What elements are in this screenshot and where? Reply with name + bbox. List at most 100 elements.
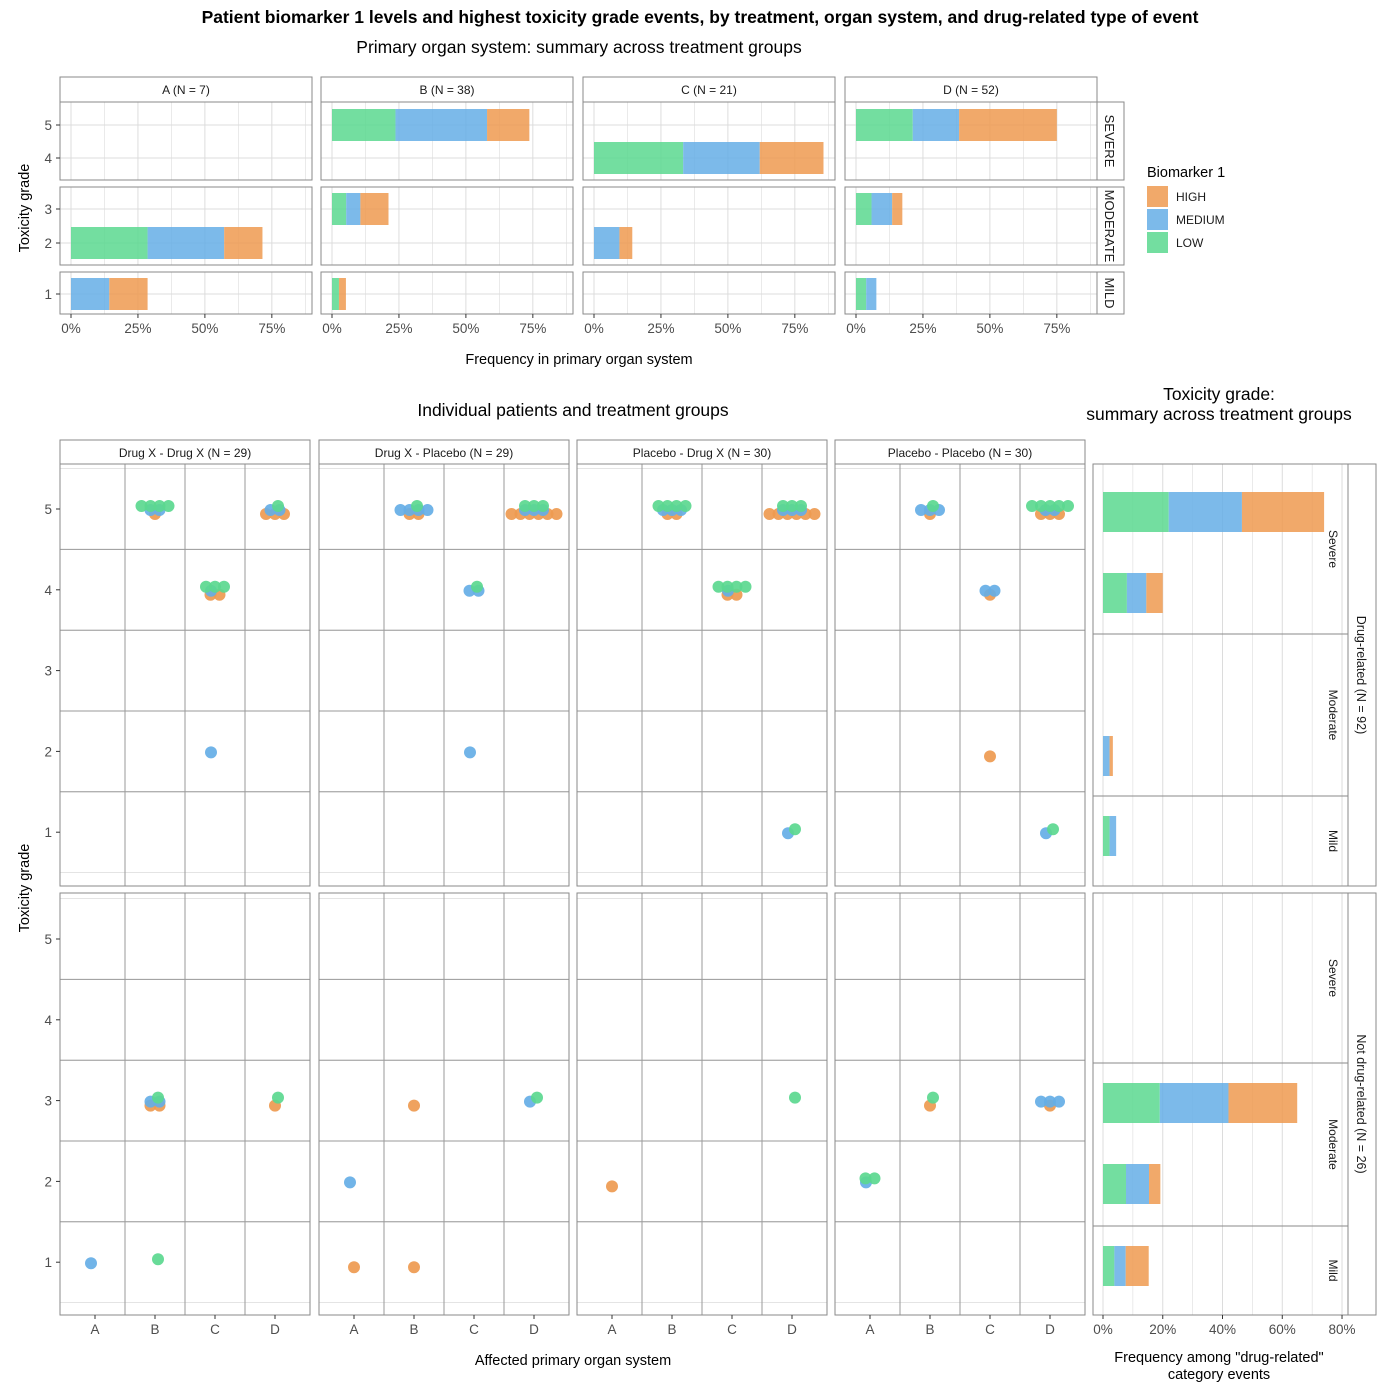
- facet-strip: [318, 439, 570, 465]
- facet-label: Placebo - Placebo (N = 30): [888, 446, 1032, 460]
- patient-point-low: [537, 500, 549, 512]
- bar-segment-low: [332, 278, 339, 310]
- patient-point-low: [209, 580, 221, 593]
- patient-point-low: [795, 500, 807, 512]
- bar-segment-low: [1103, 1246, 1115, 1286]
- patient-point-low: [1044, 500, 1056, 512]
- panel-background: [60, 102, 312, 180]
- panel-border: [582, 186, 836, 266]
- bar-segment-medium: [1126, 573, 1147, 613]
- patient-point-low: [789, 1091, 801, 1104]
- patient-point-high: [808, 508, 821, 520]
- patient-point-low: [152, 1253, 164, 1266]
- row-strip-label: MILD: [1102, 277, 1117, 308]
- patient-point-medium: [394, 504, 407, 516]
- x-tick-label: B: [409, 1322, 418, 1337]
- bar-segment-low: [594, 142, 684, 174]
- bar-segment-high: [109, 278, 148, 310]
- patient-point-medium: [1035, 1095, 1047, 1108]
- severity-label: Severe: [1326, 959, 1340, 997]
- panel-background: [1093, 464, 1348, 886]
- bar-segment-high: [759, 142, 824, 174]
- legend-swatch-high: [1147, 186, 1168, 207]
- y-tick-label: 3: [44, 664, 52, 679]
- patient-point-low: [153, 500, 166, 512]
- bar-segment-low: [1103, 1164, 1127, 1204]
- bar-segment-low: [1103, 816, 1110, 856]
- bar-segment-high: [224, 227, 263, 259]
- panel-border: [834, 892, 1086, 1316]
- patient-point-low: [152, 1091, 164, 1104]
- panel-border: [59, 892, 311, 1316]
- row-strip: [1096, 101, 1125, 181]
- y-tick-label: 4: [44, 583, 52, 598]
- facet-label: A (N = 7): [162, 83, 210, 97]
- x-tick-label: 20%: [1149, 1322, 1176, 1337]
- y-tick-label: 2: [44, 1174, 52, 1189]
- row-strip-label: Drug-related (N = 92): [1354, 616, 1368, 734]
- panel-border: [318, 463, 570, 887]
- patient-point-high: [984, 750, 996, 763]
- bar-segment-medium: [1168, 492, 1242, 532]
- severity-label: Moderate: [1326, 1119, 1340, 1170]
- patient-point-low: [721, 580, 734, 593]
- bar-segment-low: [1103, 573, 1127, 613]
- bar-segment-medium: [1109, 816, 1117, 856]
- bar-segment-high: [1109, 736, 1113, 776]
- facet-panel: [321, 272, 573, 314]
- patient-point-high: [550, 508, 563, 520]
- patient-point-low: [272, 500, 284, 512]
- bar-segment-high: [1241, 492, 1325, 532]
- y-tick-label: 2: [44, 744, 52, 759]
- patient-point-low: [868, 1172, 881, 1185]
- y-tick-label: 1: [44, 825, 52, 840]
- panel-border: [320, 101, 574, 181]
- summary-subtitle: Toxicity grade:: [1163, 384, 1275, 404]
- facet-panel: [835, 464, 1085, 886]
- panel-border: [320, 271, 574, 315]
- y-tick-label: 1: [44, 287, 52, 302]
- y-tick-label: 2: [44, 236, 52, 251]
- y-tick-label: 5: [44, 502, 52, 517]
- bar-segment-high: [338, 278, 346, 310]
- patient-point-medium: [464, 746, 476, 759]
- x-tick-label: 50%: [452, 321, 479, 336]
- legend-swatch-low: [1147, 232, 1168, 253]
- bar-segment-high: [892, 193, 903, 225]
- x-tick-label: D: [529, 1322, 539, 1337]
- patient-point-high: [763, 508, 776, 520]
- x-tick-label: 25%: [647, 321, 674, 336]
- patient-point-low: [712, 580, 725, 593]
- patient-point-low: [927, 1091, 939, 1104]
- patient-point-medium: [344, 1176, 356, 1189]
- patient-point-low: [1035, 500, 1047, 512]
- patient-point-medium: [979, 584, 992, 597]
- bar-segment-medium: [1103, 736, 1110, 776]
- patient-point-low: [730, 580, 743, 593]
- bar-segment-medium: [871, 193, 893, 225]
- x-tick-label: C: [727, 1322, 737, 1337]
- facet-strip: [844, 76, 1098, 103]
- summary-x-axis-label-2: category events: [1168, 1367, 1270, 1383]
- panel-border: [834, 463, 1086, 887]
- patient-point-low: [528, 500, 540, 512]
- patient-point-medium: [1053, 1095, 1065, 1108]
- bar-segment-low: [1103, 1083, 1160, 1123]
- x-tick-label: A: [865, 1322, 874, 1337]
- row-strip: [1347, 892, 1377, 1316]
- panel-border: [59, 271, 313, 315]
- scatter-subtitle: Individual patients and treatment groups: [417, 400, 729, 420]
- bar-segment-medium: [866, 278, 877, 310]
- panel-background: [321, 272, 573, 314]
- patient-point-low: [162, 500, 175, 512]
- facet-panel: [577, 893, 827, 1315]
- bar-segment-high: [1228, 1083, 1298, 1123]
- bar-segment-medium: [71, 278, 110, 310]
- panel-border: [59, 186, 313, 266]
- x-tick-label: D: [1045, 1322, 1055, 1337]
- patient-point-low: [661, 500, 674, 512]
- x-tick-label: 75%: [258, 321, 285, 336]
- patient-point-high: [505, 508, 518, 520]
- bar-segment-medium: [1159, 1083, 1229, 1123]
- severity-label: Mild: [1326, 830, 1340, 852]
